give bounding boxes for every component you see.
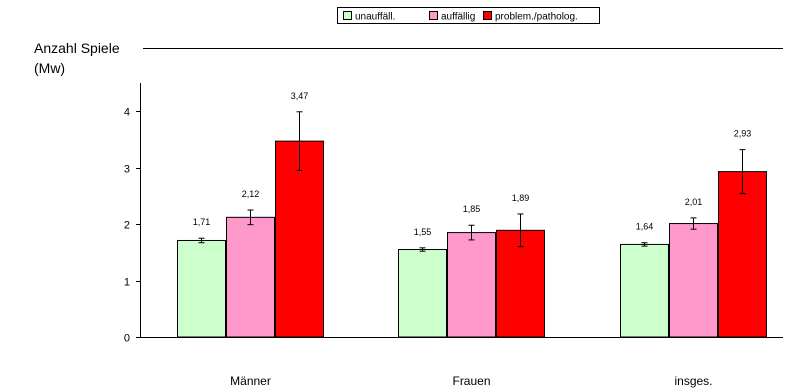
legend-label: unauffäll. <box>355 12 395 23</box>
y-tick-label: 2 <box>124 220 130 232</box>
bar <box>177 239 226 338</box>
data-label: 2,93 <box>734 129 752 139</box>
legend-label: auffällig <box>441 12 475 23</box>
x-category-label: Frauen <box>452 374 490 388</box>
legend-label: problem./patholog. <box>495 12 578 23</box>
data-label: 1,64 <box>636 222 654 232</box>
y-tick-label: 3 <box>124 164 130 176</box>
legend: unauffäll. auffällig problem./patholog. <box>337 7 600 24</box>
data-label: 1,71 <box>193 217 211 227</box>
bar <box>496 229 545 338</box>
bar <box>226 216 275 338</box>
x-category-label: insges. <box>674 374 712 388</box>
y-tick-label: 1 <box>124 277 130 289</box>
y-axis-label: Anzahl Spiele <box>34 40 120 56</box>
bar <box>718 171 767 338</box>
y-tick-label: 0 <box>124 333 130 345</box>
data-label: 3,47 <box>291 91 309 101</box>
bar <box>447 232 496 338</box>
bar <box>398 249 447 338</box>
legend-swatch <box>429 11 438 20</box>
data-label: 2,12 <box>242 189 260 199</box>
x-category-label: Männer <box>230 374 271 388</box>
bar <box>620 243 669 338</box>
data-label: 2,01 <box>685 197 703 207</box>
bar <box>275 140 324 338</box>
bar <box>669 223 718 338</box>
legend-swatch <box>483 11 492 20</box>
data-label: 1,85 <box>463 204 481 214</box>
plot-area: 0 1 2 3 4 1,71 1,55 1,64 2,12 1,85 2,01 3,47 1,89 2,9… <box>124 83 783 388</box>
y-axis-unit-label: (Mw) <box>34 60 65 76</box>
legend-swatch <box>343 11 352 20</box>
data-label: 1,55 <box>414 227 432 237</box>
y-tick-label: 4 <box>124 107 130 119</box>
legend-frame <box>337 7 600 24</box>
data-label: 1,89 <box>512 193 530 203</box>
